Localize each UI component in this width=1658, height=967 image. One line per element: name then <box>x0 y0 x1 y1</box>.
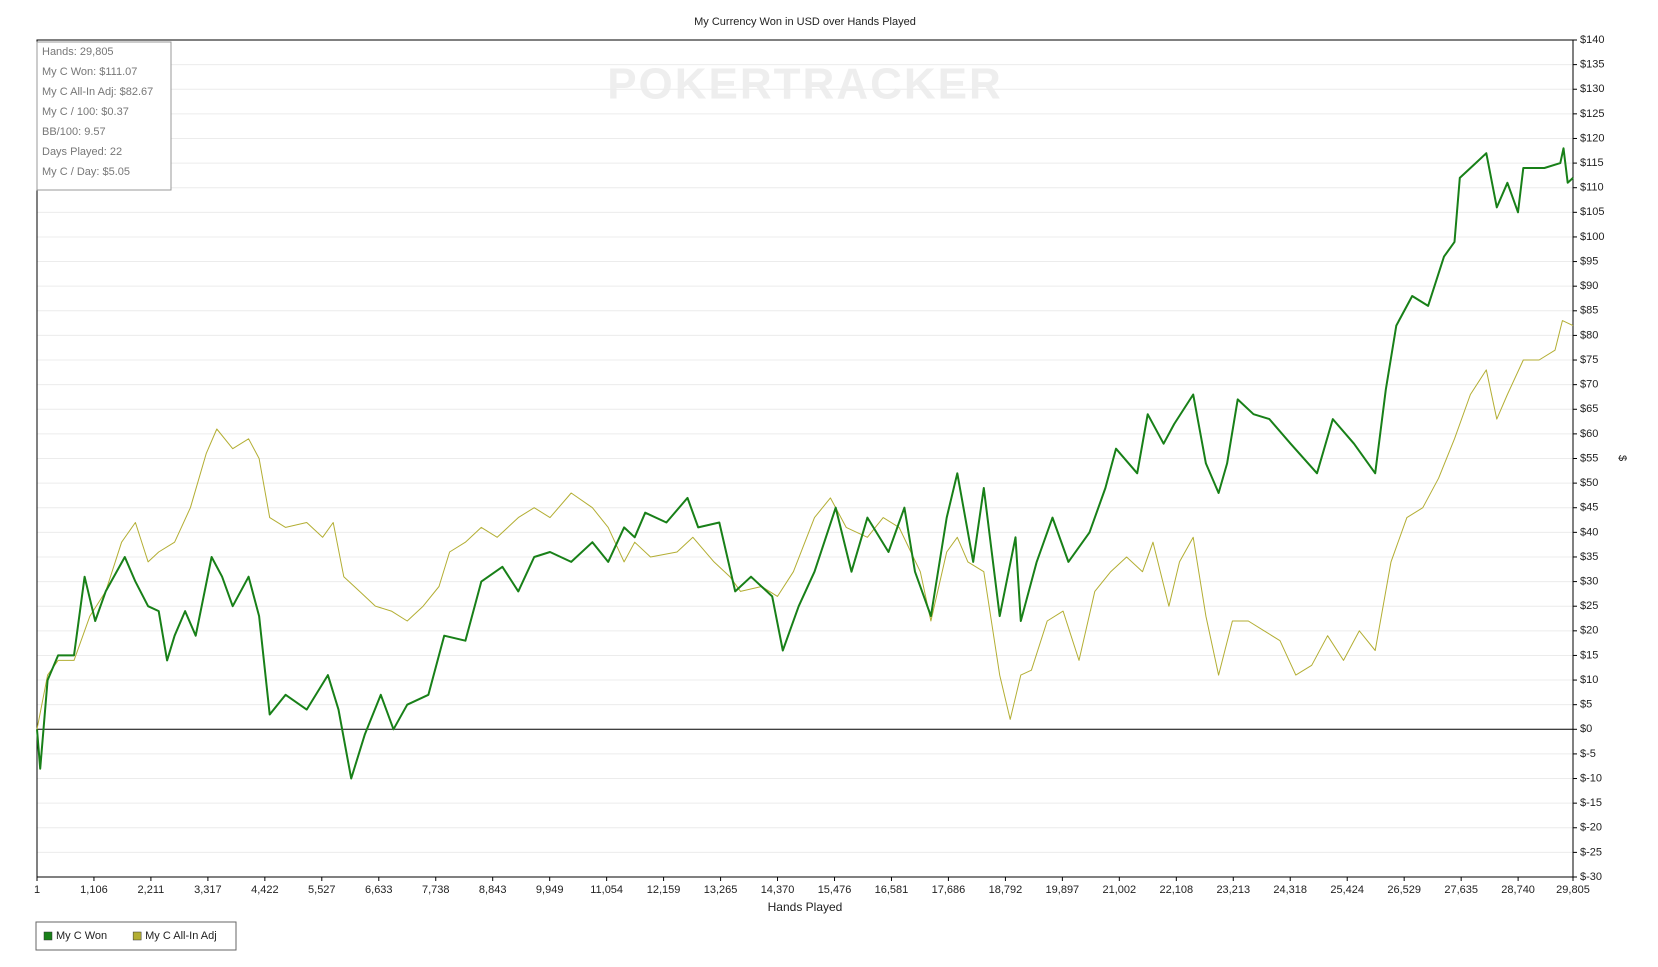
x-tick-label: 27,635 <box>1444 884 1478 896</box>
y-tick-label: $0 <box>1580 723 1592 735</box>
y-tick-label: $75 <box>1580 354 1598 366</box>
x-tick-label: 7,738 <box>422 884 450 896</box>
x-tick-label: 28,740 <box>1501 884 1535 896</box>
y-tick-label: $-30 <box>1580 871 1602 883</box>
y-tick-label: $-20 <box>1580 822 1602 834</box>
stat-text: BB/100: 9.57 <box>42 126 106 138</box>
y-tick-label: $140 <box>1580 34 1604 46</box>
x-tick-label: 29,805 <box>1556 884 1590 896</box>
x-tick-label: 1,106 <box>80 884 108 896</box>
legend-swatch <box>132 931 142 941</box>
x-tick-label: 9,949 <box>536 884 564 896</box>
x-tick-label: 14,370 <box>761 884 795 896</box>
y-tick-label: $90 <box>1580 280 1598 292</box>
y-tick-label: $25 <box>1580 600 1598 612</box>
x-tick-label: 5,527 <box>308 884 336 896</box>
x-tick-label: 19,897 <box>1046 884 1080 896</box>
stat-text: My C / 100: $0.37 <box>42 106 129 118</box>
x-tick-label: 3,317 <box>194 884 222 896</box>
x-tick-label: 2,211 <box>138 884 165 896</box>
y-tick-label: $5 <box>1580 699 1592 711</box>
y-tick-label: $70 <box>1580 379 1598 391</box>
x-tick-label: 23,213 <box>1216 884 1250 896</box>
y-tick-label: $110 <box>1580 182 1604 194</box>
chart-title: My Currency Won in USD over Hands Played <box>694 16 916 28</box>
stat-text: My C Won: $111.07 <box>42 66 137 78</box>
legend-label: My C Won <box>56 930 107 942</box>
x-tick-label: 1 <box>34 884 40 896</box>
x-tick-label: 24,318 <box>1273 884 1307 896</box>
y-tick-label: $100 <box>1580 231 1604 243</box>
y-tick-label: $45 <box>1580 502 1598 514</box>
x-tick-label: 16,581 <box>875 884 909 896</box>
x-tick-label: 25,424 <box>1330 884 1364 896</box>
y-tick-label: $115 <box>1580 157 1604 169</box>
y-tick-label: $15 <box>1580 649 1598 661</box>
y-tick-label: $60 <box>1580 428 1598 440</box>
y-tick-label: $120 <box>1580 132 1604 144</box>
stat-text: Days Played: 22 <box>42 146 122 158</box>
y-tick-label: $-10 <box>1580 772 1602 784</box>
stat-text: Hands: 29,805 <box>42 46 114 58</box>
legend-label: My C All-In Adj <box>145 930 217 942</box>
y-tick-label: $-5 <box>1580 748 1596 760</box>
watermark: POKERTRACKER <box>607 60 1003 109</box>
y-tick-label: $-25 <box>1580 846 1602 858</box>
plot-frame <box>36 39 1574 878</box>
y-tick-label: $30 <box>1580 575 1598 587</box>
legend-swatch <box>43 931 53 941</box>
y-tick-label: $35 <box>1580 551 1598 563</box>
y-tick-label: $10 <box>1580 674 1598 686</box>
y-tick-label: $50 <box>1580 477 1598 489</box>
y-tick-label: $135 <box>1580 59 1604 71</box>
y-tick-label: $105 <box>1580 206 1604 218</box>
x-tick-label: 21,002 <box>1102 884 1136 896</box>
x-tick-label: 26,529 <box>1387 884 1421 896</box>
stat-text: My C All-In Adj: $82.67 <box>42 86 153 98</box>
x-tick-label: 8,843 <box>479 884 507 896</box>
x-tick-label: 6,633 <box>365 884 393 896</box>
series-line <box>36 320 1574 730</box>
y-tick-label: $85 <box>1580 305 1598 317</box>
y-tick-label: $80 <box>1580 329 1598 341</box>
x-tick-label: 4,422 <box>251 884 279 896</box>
x-tick-label: 17,686 <box>932 884 966 896</box>
x-tick-label: 15,476 <box>818 884 852 896</box>
y-tick-label: $130 <box>1580 83 1604 95</box>
x-tick-label: 12,159 <box>647 884 681 896</box>
y-tick-label: $20 <box>1580 625 1598 637</box>
y-tick-label: $-15 <box>1580 797 1602 809</box>
x-tick-label: 18,792 <box>989 884 1023 896</box>
y-tick-label: $95 <box>1580 255 1598 267</box>
x-tick-label: 22,108 <box>1159 884 1193 896</box>
stats-box <box>36 41 172 191</box>
y-tick-label: $65 <box>1580 403 1598 415</box>
y-tick-label: $55 <box>1580 452 1598 464</box>
series-line <box>36 147 1574 780</box>
y-axis-label: $ <box>1616 455 1628 461</box>
stat-text: My C / Day: $5.05 <box>42 166 130 178</box>
x-tick-label: 13,265 <box>704 884 738 896</box>
y-tick-label: $125 <box>1580 108 1604 120</box>
x-axis-label: Hands Played <box>768 900 843 914</box>
x-tick-label: 11,054 <box>590 884 623 896</box>
y-tick-label: $40 <box>1580 526 1598 538</box>
